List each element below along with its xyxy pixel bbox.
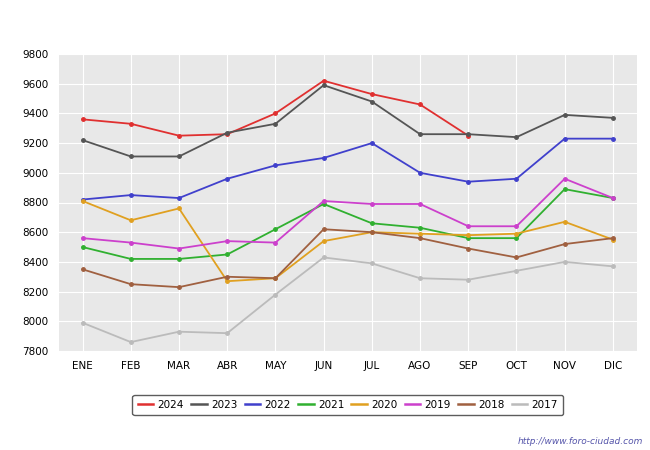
Text: http://www.foro-ciudad.com: http://www.foro-ciudad.com: [518, 436, 644, 446]
Legend: 2024, 2023, 2022, 2021, 2020, 2019, 2018, 2017: 2024, 2023, 2022, 2021, 2020, 2019, 2018…: [133, 395, 563, 415]
Text: Afiliados en Almansa a 30/9/2024: Afiliados en Almansa a 30/9/2024: [186, 14, 464, 32]
